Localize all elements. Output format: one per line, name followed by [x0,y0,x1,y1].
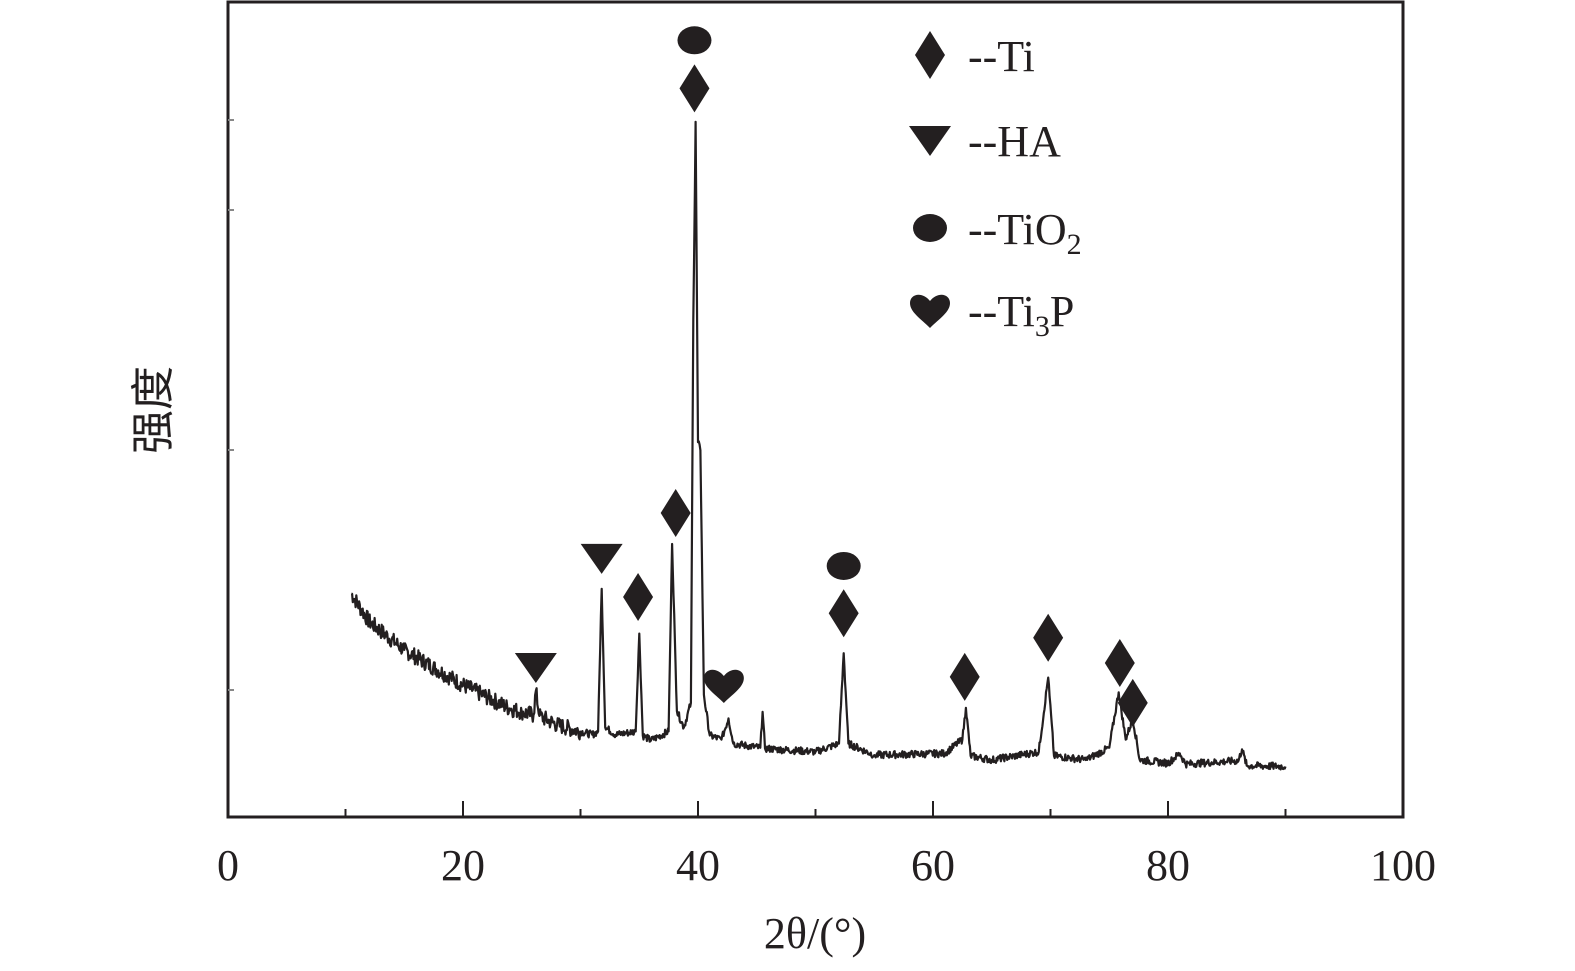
plot-frame [226,0,1405,819]
marker-triangle-down-icon [580,543,623,574]
marker-diamond-icon [1104,638,1135,687]
legend-label-subscript: 3 [1035,310,1050,343]
marker-diamond-icon [1117,678,1148,727]
legend-label: --Ti [968,32,1035,81]
x-axis-label: 2θ/(°) [764,909,866,958]
marker-heart-icon [703,669,744,703]
marker-circle-icon [826,551,861,580]
legend-label: --HA [968,117,1061,166]
x-tick-labels: 0 20 40 60 80 100 [217,841,1436,890]
marker-diamond-icon [949,652,980,701]
x-tick-label: 60 [911,841,955,890]
legend-label-suffix: P [1050,287,1074,336]
plot-border [226,0,1405,819]
legend-label: --Ti3P [968,287,1074,343]
legend-label-subscript: 2 [1067,228,1082,261]
marker-diamond-icon [660,489,691,538]
legend-label-main: --Ti [968,287,1035,336]
legend-circle-icon [913,214,947,242]
x-tick-label: 80 [1146,841,1190,890]
x-tick-label: 20 [441,841,485,890]
axis-ticks [227,119,1404,817]
legend-triangle-down-icon [909,126,951,156]
x-tick-label: 0 [217,841,239,890]
marker-triangle-down-icon [514,653,557,684]
legend-label: --TiO2 [968,205,1082,261]
marker-diamond-icon [1033,613,1064,662]
marker-circle-icon [677,26,712,55]
phase-markers [514,26,1148,727]
legend-diamond-icon [915,31,945,79]
marker-diamond-icon [623,572,654,621]
legend-label-main: --Ti [968,32,1035,81]
x-tick-label: 100 [1370,841,1436,890]
marker-diamond-icon [828,589,859,638]
legend-heart-icon [910,294,950,328]
y-axis-label: 强度 [129,366,178,454]
legend-label-main: --TiO [968,205,1067,254]
x-tick-label: 40 [676,841,720,890]
legend-label-main: --HA [968,117,1061,166]
marker-diamond-icon [679,64,710,113]
xrd-pattern-line [351,120,1287,771]
legend: --Ti--HA--TiO2--Ti3P [909,31,1082,343]
